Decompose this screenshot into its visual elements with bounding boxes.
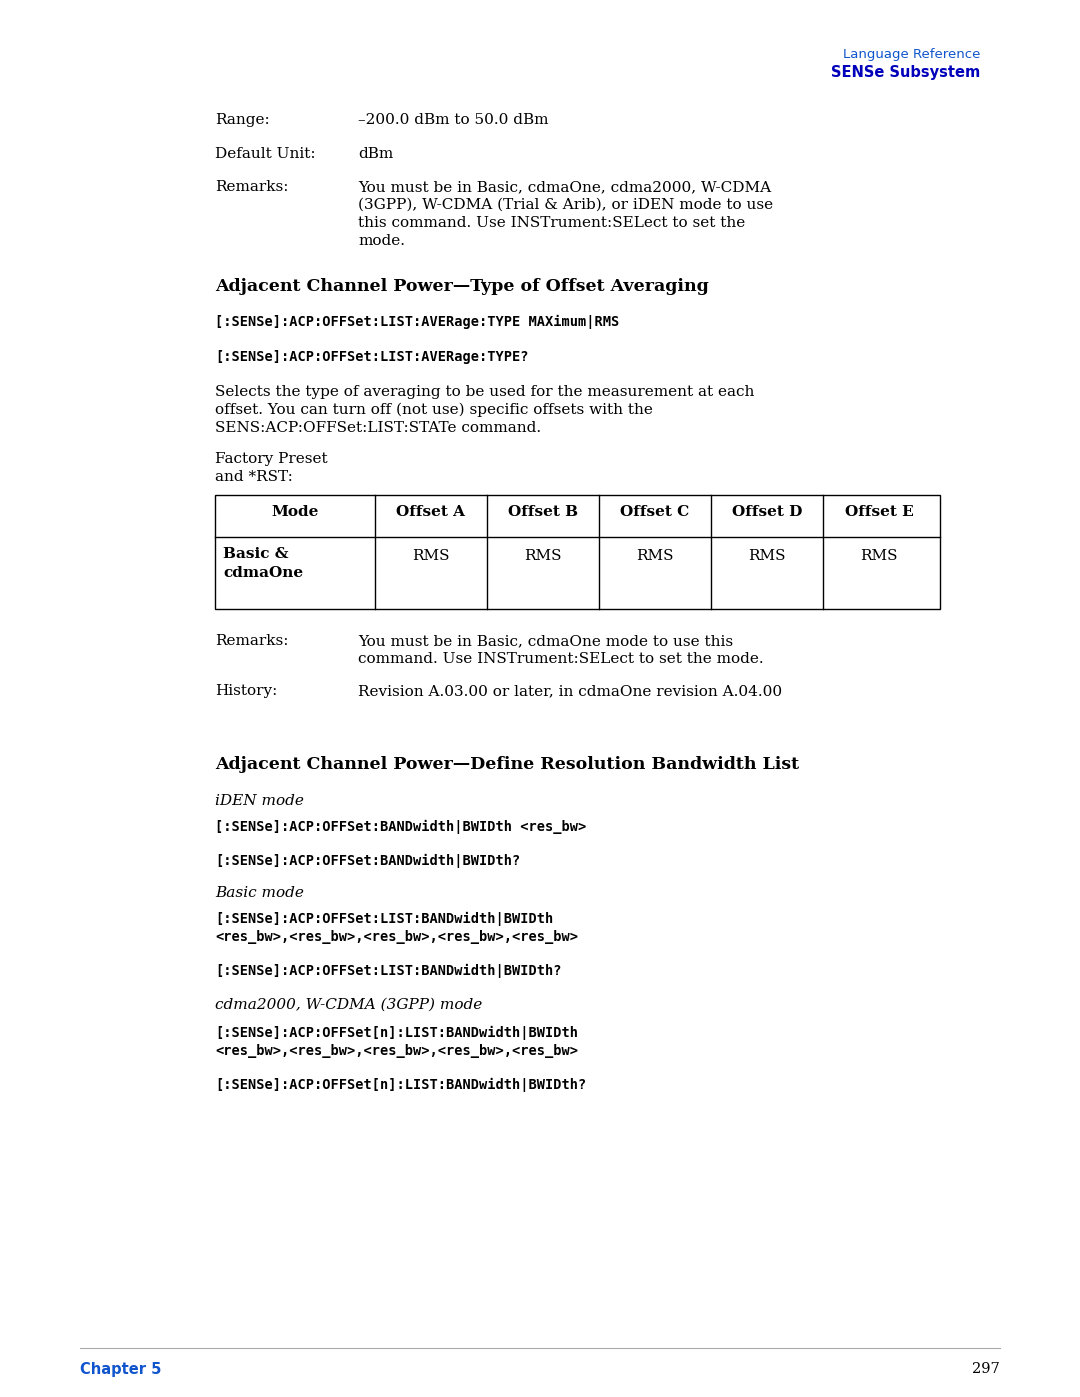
Text: Remarks:: Remarks:	[215, 180, 288, 194]
Text: RMS: RMS	[413, 549, 449, 563]
Text: offset. You can turn off (not use) specific offsets with the: offset. You can turn off (not use) speci…	[215, 402, 653, 418]
Text: Adjacent Channel Power—Type of Offset Averaging: Adjacent Channel Power—Type of Offset Av…	[215, 278, 708, 295]
Text: [:SENSe]:ACP:OFFSet:LIST:AVERage:TYPE?: [:SENSe]:ACP:OFFSet:LIST:AVERage:TYPE?	[215, 351, 528, 365]
Text: this command. Use INSTrument:SELect to set the: this command. Use INSTrument:SELect to s…	[357, 217, 745, 231]
Text: Selects the type of averaging to be used for the measurement at each: Selects the type of averaging to be used…	[215, 386, 754, 400]
Text: dBm: dBm	[357, 147, 393, 161]
Text: RMS: RMS	[524, 549, 562, 563]
Text: Remarks:: Remarks:	[215, 634, 288, 648]
Text: RMS: RMS	[748, 549, 786, 563]
Text: Offset B: Offset B	[508, 504, 578, 520]
Text: Basic mode: Basic mode	[215, 886, 303, 900]
Text: [:SENSe]:ACP:OFFSet[n]:LIST:BANDwidth|BWIDth?: [:SENSe]:ACP:OFFSet[n]:LIST:BANDwidth|BW…	[215, 1078, 586, 1092]
Text: cdmaOne: cdmaOne	[222, 566, 303, 580]
Text: iDEN mode: iDEN mode	[215, 793, 303, 807]
Text: [:SENSe]:ACP:OFFSet:LIST:BANDwidth|BWIDth: [:SENSe]:ACP:OFFSet:LIST:BANDwidth|BWIDt…	[215, 912, 553, 926]
Text: Offset A: Offset A	[396, 504, 465, 520]
Text: –200.0 dBm to 50.0 dBm: –200.0 dBm to 50.0 dBm	[357, 113, 549, 127]
Text: command. Use INSTrument:SELect to set the mode.: command. Use INSTrument:SELect to set th…	[357, 652, 764, 666]
Text: RMS: RMS	[861, 549, 897, 563]
Bar	[215, 495, 940, 609]
Text: <res_bw>,<res_bw>,<res_bw>,<res_bw>,<res_bw>: <res_bw>,<res_bw>,<res_bw>,<res_bw>,<res…	[215, 930, 578, 944]
Text: Mode: Mode	[271, 504, 319, 520]
Text: You must be in Basic, cdmaOne, cdma2000, W-CDMA: You must be in Basic, cdmaOne, cdma2000,…	[357, 180, 771, 194]
Text: Chapter 5: Chapter 5	[80, 1362, 161, 1377]
Text: Revision A.03.00 or later, in cdmaOne revision A.04.00: Revision A.03.00 or later, in cdmaOne re…	[357, 685, 782, 698]
Text: Range:: Range:	[215, 113, 270, 127]
Text: Default Unit:: Default Unit:	[215, 147, 315, 161]
Text: Basic &: Basic &	[222, 548, 288, 562]
Text: [:SENSe]:ACP:OFFSet:LIST:BANDwidth|BWIDth?: [:SENSe]:ACP:OFFSet:LIST:BANDwidth|BWIDt…	[215, 964, 562, 978]
Text: Language Reference: Language Reference	[842, 47, 980, 61]
Text: <res_bw>,<res_bw>,<res_bw>,<res_bw>,<res_bw>: <res_bw>,<res_bw>,<res_bw>,<res_bw>,<res…	[215, 1044, 578, 1058]
Text: Offset C: Offset C	[620, 504, 690, 520]
Text: [:SENSe]:ACP:OFFSet[n]:LIST:BANDwidth|BWIDth: [:SENSe]:ACP:OFFSet[n]:LIST:BANDwidth|BW…	[215, 1025, 578, 1041]
Text: (3GPP), W-CDMA (Trial & Arib), or iDEN mode to use: (3GPP), W-CDMA (Trial & Arib), or iDEN m…	[357, 198, 773, 212]
Text: Offset D: Offset D	[732, 504, 802, 520]
Text: [:SENSe]:ACP:OFFSet:BANDwidth|BWIDth?: [:SENSe]:ACP:OFFSet:BANDwidth|BWIDth?	[215, 854, 521, 868]
Text: [:SENSe]:ACP:OFFSet:BANDwidth|BWIDth <res_bw>: [:SENSe]:ACP:OFFSet:BANDwidth|BWIDth <re…	[215, 820, 586, 834]
Text: 297: 297	[972, 1362, 1000, 1376]
Text: [:SENSe]:ACP:OFFSet:LIST:AVERage:TYPE MAXimum|RMS: [:SENSe]:ACP:OFFSet:LIST:AVERage:TYPE MA…	[215, 314, 619, 330]
Text: cdma2000, W-CDMA (3GPP) mode: cdma2000, W-CDMA (3GPP) mode	[215, 997, 483, 1011]
Text: SENSe Subsystem: SENSe Subsystem	[831, 66, 980, 80]
Text: mode.: mode.	[357, 235, 405, 249]
Text: You must be in Basic, cdmaOne mode to use this: You must be in Basic, cdmaOne mode to us…	[357, 634, 733, 648]
Text: SENS:ACP:OFFSet:LIST:STATe command.: SENS:ACP:OFFSet:LIST:STATe command.	[215, 420, 541, 434]
Text: History:: History:	[215, 685, 278, 698]
Text: Offset E: Offset E	[845, 504, 914, 520]
Text: and *RST:: and *RST:	[215, 469, 293, 483]
Text: Factory Preset: Factory Preset	[215, 453, 327, 467]
Text: Adjacent Channel Power—Define Resolution Bandwidth List: Adjacent Channel Power—Define Resolution…	[215, 756, 799, 773]
Text: RMS: RMS	[636, 549, 674, 563]
